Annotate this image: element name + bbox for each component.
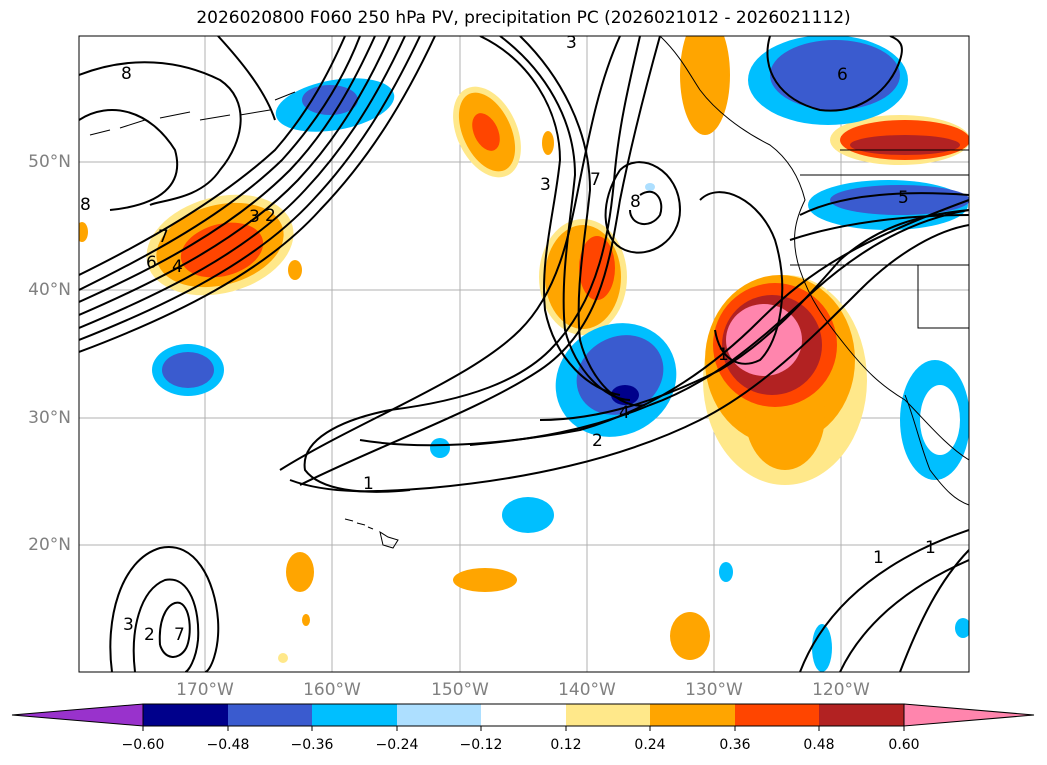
colorbar-segment: [228, 704, 312, 726]
map-title: 2026020800 F060 250 hPa PV, precipitatio…: [196, 8, 851, 28]
contour-label: 1: [873, 548, 884, 568]
colorbar-segment: [566, 704, 650, 726]
colorbar-tick-label: −0.48: [206, 737, 250, 753]
colorbar-tick-label: −0.24: [375, 737, 419, 753]
contour-label: 7: [174, 625, 185, 645]
lat-label: 40°N: [28, 280, 71, 300]
colorbar-segment: [481, 704, 566, 726]
contour-label: 3: [566, 33, 577, 53]
colorbar-tick-label: 0.36: [719, 737, 751, 753]
lon-label: 170°W: [176, 680, 234, 700]
contour-label: 7: [590, 170, 601, 190]
colorbar-segment: [143, 704, 228, 726]
lat-label: 30°N: [28, 408, 71, 428]
lon-label: 130°W: [685, 680, 743, 700]
colorbar-tick-label: 0.60: [888, 737, 920, 753]
contour-label: 8: [80, 195, 91, 215]
contour-label: 6: [837, 65, 848, 85]
lon-label: 140°W: [558, 680, 616, 700]
contour-label: 3: [249, 207, 260, 227]
contour-label: 3: [123, 615, 134, 635]
lon-label: 120°W: [812, 680, 870, 700]
colorbar-segment: [397, 704, 481, 726]
contour-label: 7: [158, 227, 169, 247]
contour-label: 6: [146, 253, 157, 273]
colorbar-tick-label: −0.60: [121, 737, 165, 753]
contour-label: 2: [592, 431, 603, 451]
colorbar-tick-label: 0.48: [803, 737, 835, 753]
lon-label: 150°W: [431, 680, 489, 700]
colorbar-segment: [312, 704, 397, 726]
contour-label: 8: [121, 64, 132, 84]
lat-label: 50°N: [28, 152, 71, 172]
contour-label: 2: [144, 625, 155, 645]
colorbar-extend-low: [11, 703, 144, 727]
contour-label: 5: [898, 188, 909, 208]
contour-label: 1: [925, 538, 936, 558]
precip-negative-areas: [152, 36, 969, 672]
contour-labels: 8 8 7 6 4 3 2 3 7 8 3 6 5 1 2 4 1 1 1 2 …: [80, 33, 936, 645]
precip-positive-areas: [79, 36, 969, 663]
contour-label: 1: [363, 474, 374, 494]
colorbar-tick-label: −0.36: [290, 737, 334, 753]
map-frame: [78, 35, 970, 673]
colorbar-segment: [819, 704, 904, 726]
contour-label: 3: [540, 175, 551, 195]
contour-label: 8: [630, 192, 641, 212]
colorbar-tick-label: 0.12: [550, 737, 582, 753]
lon-label: 160°W: [303, 680, 361, 700]
colorbar-tick-label: 0.24: [634, 737, 666, 753]
colorbar-extend-high: [903, 703, 1035, 727]
contour-label: 1: [718, 345, 729, 365]
contour-label: 4: [172, 257, 183, 277]
contour-label: 2: [265, 206, 276, 226]
lat-label: 20°N: [28, 535, 71, 555]
colorbar-segment: [735, 704, 819, 726]
colorbar-segment: [650, 704, 735, 726]
colorbar: [11, 703, 1035, 731]
contour-label: 4: [619, 403, 630, 423]
pv-contours: [79, 36, 969, 672]
colorbar-tick-label: −0.12: [459, 737, 503, 753]
